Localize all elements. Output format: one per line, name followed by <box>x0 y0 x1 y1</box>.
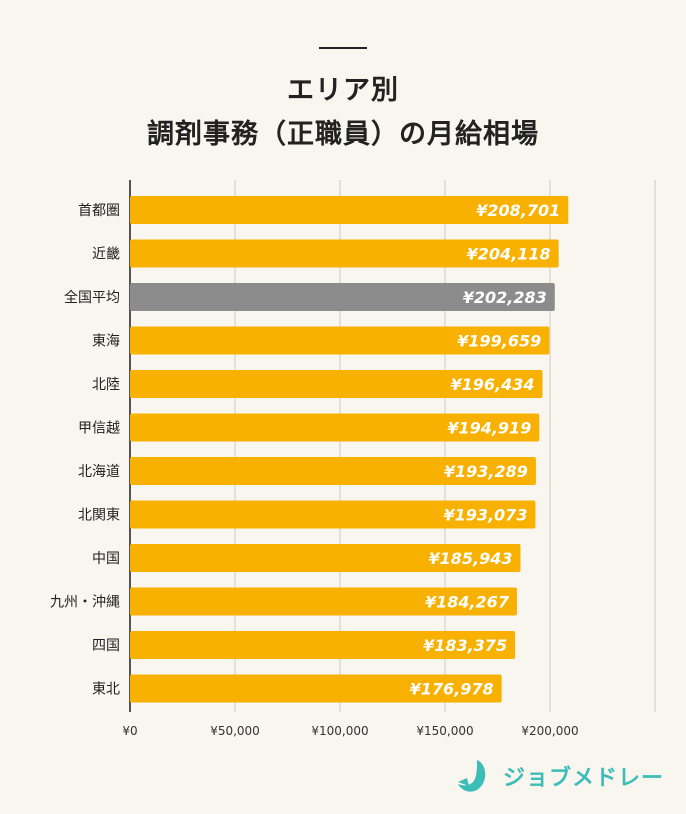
data-label: ¥204,118 <box>467 245 551 264</box>
data-label: ¥193,289 <box>444 462 528 481</box>
category-label: 東海 <box>92 334 120 350</box>
bar <box>130 631 516 659</box>
data-label: ¥184,267 <box>425 593 510 612</box>
data-label: ¥193,073 <box>443 506 527 525</box>
data-label: ¥202,283 <box>463 288 547 307</box>
bar-chart: ¥0 ¥50,000 ¥100,000 ¥150,000 ¥200,000 首都圏 ¥208… <box>50 180 656 738</box>
category-label: 首都圏 <box>78 203 120 219</box>
category-label: 東北 <box>92 682 120 698</box>
category-label: 中国 <box>92 551 120 567</box>
category-label: 甲信越 <box>78 421 120 437</box>
bar <box>130 413 540 442</box>
bar <box>130 500 536 529</box>
chart-title-line1: エリア別 <box>287 75 399 106</box>
data-label: ¥199,659 <box>457 332 541 351</box>
category-label: 九州・沖縄 <box>50 595 120 611</box>
bar <box>130 239 559 268</box>
category-label: 近畿 <box>92 247 120 263</box>
category-label: 北関東 <box>78 508 120 524</box>
category-label: 北陸 <box>92 377 120 393</box>
x-tick-label: ¥100,000 <box>311 724 368 738</box>
data-label: ¥185,943 <box>428 549 512 568</box>
chart-title-line2: 調剤事務（正職員）の月給相場 <box>147 119 539 150</box>
bar <box>130 457 536 485</box>
bar <box>130 587 517 616</box>
x-tick-label: ¥0 <box>122 724 137 738</box>
bar <box>130 196 569 224</box>
data-label: ¥208,701 <box>476 201 560 220</box>
logo-mark-icon <box>458 760 486 792</box>
data-label: ¥194,919 <box>447 419 531 438</box>
jobmedley-logo: ジョブメドレー <box>455 758 664 794</box>
data-label: ¥183,375 <box>423 636 507 655</box>
bar <box>130 326 550 355</box>
category-label: 北海道 <box>78 464 120 480</box>
data-label: ¥196,434 <box>450 375 534 394</box>
data-label: ¥176,978 <box>410 680 494 699</box>
bar <box>130 544 521 572</box>
bar <box>130 283 555 311</box>
x-tick-label: ¥50,000 <box>210 724 260 738</box>
bar <box>130 674 502 703</box>
x-tick-label: ¥150,000 <box>416 724 473 738</box>
title-decoration-line <box>319 47 367 49</box>
x-tick-label: ¥200,000 <box>521 724 578 738</box>
category-label: 四国 <box>92 638 120 654</box>
bar <box>130 370 543 398</box>
logo-text: ジョブメドレー <box>503 766 665 791</box>
category-label: 全国平均 <box>64 289 120 306</box>
